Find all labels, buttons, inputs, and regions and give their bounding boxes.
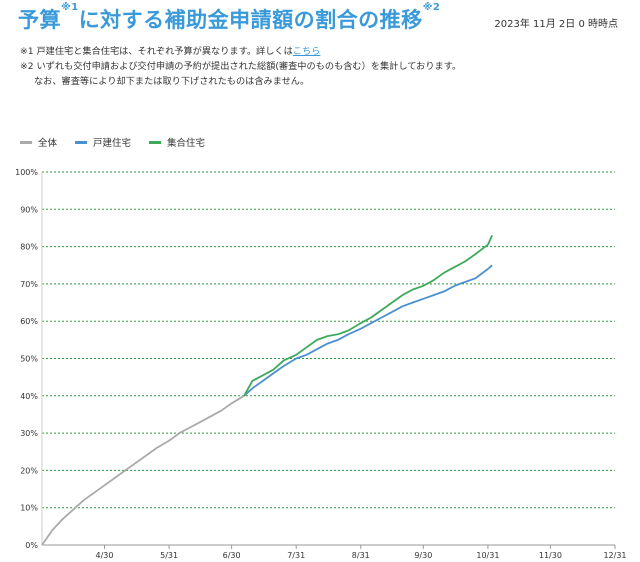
note-2: ※2 いずれも交付申請および交付申請の予約が提出された総額(審査中のものも含む）… <box>20 61 462 72</box>
y-tick-label: 10% <box>20 504 38 513</box>
y-tick-label: 90% <box>20 205 38 214</box>
series-line-all <box>41 395 245 546</box>
series-line-collective <box>243 235 493 397</box>
x-tick-label: 6/30 <box>223 551 241 560</box>
title-text-rest: に対する補助金申請額の割合の推移 <box>78 8 423 32</box>
y-tick-label: 40% <box>20 392 38 401</box>
page-title: 予算※1に対する補助金申請額の割合の推移※2 <box>18 2 441 34</box>
y-tick-label: 0% <box>25 541 38 550</box>
note-1: ※1 戸建住宅と集合住宅は、それぞれ予算が異なります。詳しくはこちら <box>20 44 461 59</box>
x-tick-label: 7/31 <box>287 551 305 560</box>
y-tick-label: 80% <box>20 243 38 252</box>
note-1-text: ※1 戸建住宅と集合住宅は、それぞれ予算が異なります。詳しくは <box>20 46 293 57</box>
legend-label-collective: 集合住宅 <box>167 138 206 149</box>
legend-item-collective[interactable]: 集合住宅 <box>149 135 205 149</box>
legend-swatch-all <box>20 140 32 144</box>
series-line-detached <box>243 264 493 397</box>
x-tick-label: 9/30 <box>414 551 432 560</box>
y-tick-label: 30% <box>20 429 38 438</box>
legend-label-all: 全体 <box>38 138 58 149</box>
x-tick-label: 11/30 <box>539 551 562 560</box>
x-tick-label: 5/31 <box>160 551 178 560</box>
chart-legend: 全体 戸建住宅 集合住宅 <box>20 135 205 149</box>
title-text: 予算 <box>18 8 61 32</box>
title-footnote-1: ※1 <box>61 2 79 13</box>
y-tick-label: 60% <box>20 317 38 326</box>
legend-swatch-detached <box>75 140 88 144</box>
legend-item-detached[interactable]: 戸建住宅 <box>75 135 131 149</box>
as-of-timestamp: 2023年 11月 2日 0 時時点 <box>494 19 618 30</box>
legend-item-all[interactable]: 全体 <box>20 135 57 149</box>
notes: ※1 戸建住宅と集合住宅は、それぞれ予算が異なります。詳しくはこちら ※2 いず… <box>20 44 461 89</box>
budget-details-link[interactable]: こちら <box>292 46 321 57</box>
x-tick-label: 10/31 <box>476 551 499 560</box>
x-tick-label: 4/30 <box>96 551 114 560</box>
x-tick-label: 8/31 <box>352 551 370 560</box>
legend-label-detached: 戸建住宅 <box>93 138 132 149</box>
y-tick-label: 20% <box>20 466 38 475</box>
y-tick-label: 100% <box>15 168 38 177</box>
y-tick-label: 50% <box>20 355 38 364</box>
y-tick-label: 70% <box>20 280 38 289</box>
legend-swatch-collective <box>149 140 162 144</box>
header: 予算※1に対する補助金申請額の割合の推移※2 2023年 11月 2日 0 時時… <box>0 0 640 40</box>
x-tick-label: 12/31 <box>603 551 626 560</box>
title-footnote-2: ※2 <box>422 2 441 13</box>
note-2-continued: なお、審査等により却下または取り下げされたものは含みません。 <box>34 76 310 87</box>
